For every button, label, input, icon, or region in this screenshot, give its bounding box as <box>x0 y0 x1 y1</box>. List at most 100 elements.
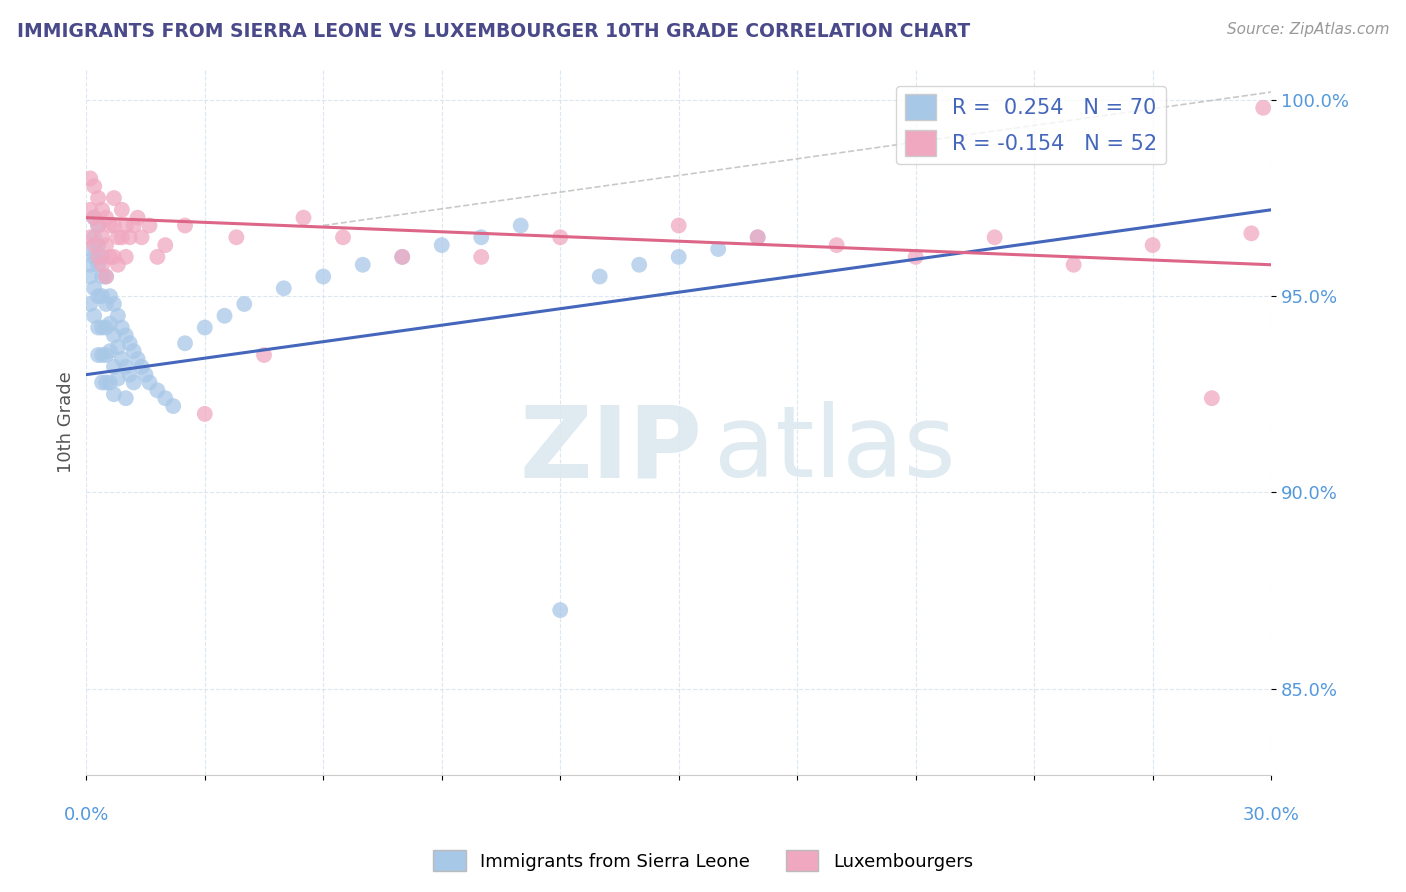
Point <box>79 171 101 186</box>
Point <box>548 603 571 617</box>
Point <box>98 289 121 303</box>
Point <box>94 297 117 311</box>
Point <box>103 297 125 311</box>
Point <box>233 297 256 311</box>
Text: atlas: atlas <box>714 401 956 499</box>
Point <box>87 238 110 252</box>
Point <box>91 250 114 264</box>
Point <box>747 230 769 244</box>
Point <box>194 407 217 421</box>
Point <box>135 368 157 382</box>
Point <box>146 384 169 398</box>
Point <box>114 391 136 405</box>
Point <box>103 191 125 205</box>
Point <box>825 238 848 252</box>
Y-axis label: 10th Grade: 10th Grade <box>58 371 75 473</box>
Point <box>1240 227 1263 241</box>
Point <box>174 336 197 351</box>
Point <box>214 309 236 323</box>
Point <box>118 368 141 382</box>
Point <box>668 219 690 233</box>
Legend: R =  0.254   N = 70, R = -0.154   N = 52: R = 0.254 N = 70, R = -0.154 N = 52 <box>896 86 1166 164</box>
Point <box>114 250 136 264</box>
Point <box>155 238 177 252</box>
Point <box>91 320 114 334</box>
Point <box>114 219 136 233</box>
Point <box>114 359 136 374</box>
Point <box>1142 238 1164 252</box>
Point <box>668 250 690 264</box>
Point <box>94 320 117 334</box>
Point <box>225 230 247 244</box>
Point <box>904 250 927 264</box>
Point <box>312 269 335 284</box>
Point <box>91 230 114 244</box>
Point <box>114 328 136 343</box>
Point <box>94 376 117 390</box>
Point <box>79 242 101 256</box>
Point <box>332 230 354 244</box>
Point <box>118 336 141 351</box>
Text: IMMIGRANTS FROM SIERRA LEONE VS LUXEMBOURGER 10TH GRADE CORRELATION CHART: IMMIGRANTS FROM SIERRA LEONE VS LUXEMBOU… <box>17 22 970 41</box>
Point <box>174 219 197 233</box>
Point <box>94 269 117 284</box>
Point <box>87 219 110 233</box>
Point <box>91 269 114 284</box>
Point <box>111 202 134 217</box>
Text: 0.0%: 0.0% <box>63 806 110 824</box>
Point <box>131 359 153 374</box>
Point <box>122 219 145 233</box>
Point <box>98 250 121 264</box>
Point <box>83 230 105 244</box>
Point <box>470 230 492 244</box>
Point <box>707 242 730 256</box>
Point <box>146 250 169 264</box>
Point <box>131 230 153 244</box>
Point <box>122 344 145 359</box>
Point <box>548 230 571 244</box>
Point <box>87 219 110 233</box>
Point <box>83 238 105 252</box>
Point <box>79 297 101 311</box>
Point <box>87 289 110 303</box>
Point <box>194 320 217 334</box>
Point <box>87 258 110 272</box>
Point <box>87 191 110 205</box>
Point <box>292 211 315 225</box>
Point <box>91 202 114 217</box>
Point <box>118 230 141 244</box>
Point <box>107 340 129 354</box>
Point <box>103 387 125 401</box>
Point <box>83 309 105 323</box>
Text: Source: ZipAtlas.com: Source: ZipAtlas.com <box>1226 22 1389 37</box>
Point <box>391 250 413 264</box>
Text: ZIP: ZIP <box>519 401 703 499</box>
Point <box>107 309 129 323</box>
Point <box>98 376 121 390</box>
Point <box>111 351 134 366</box>
Point <box>91 258 114 272</box>
Point <box>98 344 121 359</box>
Point <box>79 202 101 217</box>
Point <box>83 281 105 295</box>
Point <box>352 258 374 272</box>
Point <box>430 238 453 252</box>
Point <box>94 269 117 284</box>
Point <box>107 371 129 385</box>
Point <box>983 230 1005 244</box>
Point <box>1251 101 1274 115</box>
Point <box>107 230 129 244</box>
Point <box>79 269 101 284</box>
Point <box>162 399 184 413</box>
Point <box>155 391 177 405</box>
Point <box>127 211 149 225</box>
Point <box>91 376 114 390</box>
Point <box>103 328 125 343</box>
Point <box>509 219 531 233</box>
Point <box>107 258 129 272</box>
Point <box>87 348 110 362</box>
Point <box>391 250 413 264</box>
Point <box>111 230 134 244</box>
Point <box>83 211 105 225</box>
Point <box>98 219 121 233</box>
